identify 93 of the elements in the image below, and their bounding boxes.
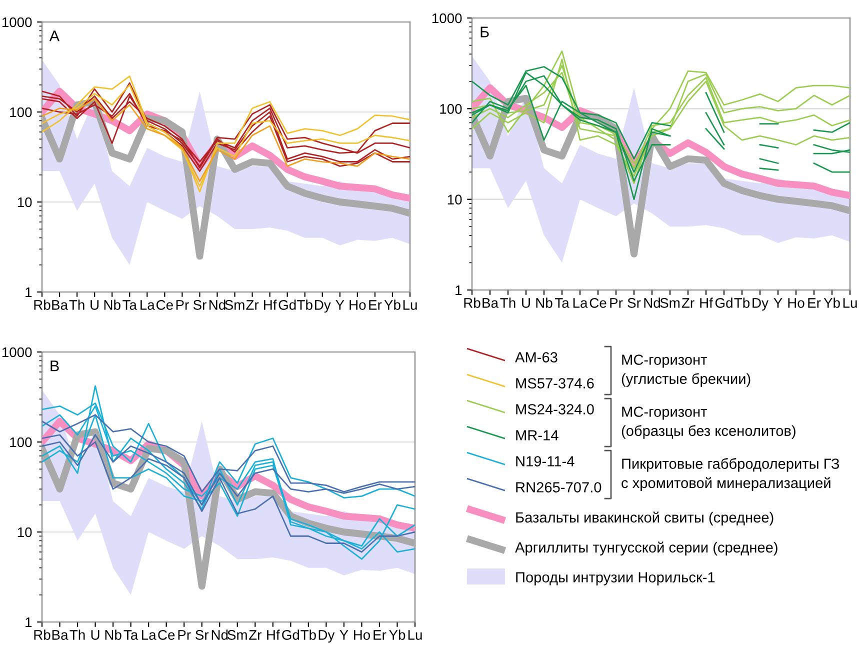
x-tick-label: Dy [318, 630, 335, 643]
text: МС-горизонт (углистые брекчии) [622, 354, 750, 387]
x-tick-label: Tb [734, 298, 750, 308]
x-tick-label: La [573, 298, 588, 308]
x-tick-label: Hf [700, 298, 713, 308]
y-tick-label: 100 [10, 107, 32, 118]
x-tick-label: Nd [212, 630, 228, 640]
x-tick-label: Dy [315, 300, 331, 313]
legend-label: Аргиллиты тунгусской серии (среднее) [515, 542, 778, 556]
legend-label: MR-14 [516, 430, 558, 440]
x-tick-label: Sm [660, 298, 680, 308]
x-tick-label: Nb [536, 298, 552, 308]
chart-title: В [50, 360, 59, 372]
y-tick-label: 1000 [2, 17, 32, 28]
x-tick-label: Y [336, 300, 344, 310]
x-tick-label: Ho [354, 630, 370, 640]
y-tick-label: 100 [10, 437, 32, 448]
x-tick-label: Er [374, 630, 386, 640]
legend-label: AM-63 [515, 352, 558, 362]
x-tick-label: Hf [264, 300, 277, 310]
x-tick-label: Sr [196, 630, 209, 640]
x-tick-label: Th [70, 630, 85, 640]
x-tick-label: Ta [122, 300, 137, 310]
x-tick-label: Pr [178, 630, 191, 640]
x-tick-label: Yb [389, 630, 406, 640]
x-tick-label: Pr [176, 300, 189, 310]
x-tick-label: Zr [682, 298, 694, 308]
y-tick-label: 1 [26, 287, 32, 298]
legend-label: Базальты ивакинской свиты (среднее) [516, 512, 774, 526]
x-tick-label: Th [69, 300, 84, 310]
x-tick-label: Gd [278, 300, 296, 310]
legend-label: Породы интрузии Норильск-1 [516, 572, 715, 586]
x-tick-label: U [90, 300, 99, 310]
x-tick-label: Gd [282, 630, 300, 640]
x-tick-label: Sr [193, 300, 206, 310]
x-tick-label: Ta [124, 630, 138, 640]
x-tick-label: Zr [246, 300, 259, 310]
x-tick-label: Rb [464, 298, 480, 308]
legend-label: MS57-374.6 [516, 378, 594, 388]
x-tick-label: Y [774, 298, 782, 308]
x-tick-label: Ta [554, 298, 570, 308]
y-tick-label: 10 [18, 197, 32, 208]
x-tick-label: Ba [482, 298, 498, 308]
legend-label: MS24-324.0 [516, 404, 594, 414]
text: Пикритовые габбродолериты ГЗ с хромитовой минерализацией [622, 458, 840, 492]
x-tick-label: Th [500, 298, 516, 308]
legend-label: N19-11-4 [516, 456, 574, 466]
x-tick-label: Nd [644, 298, 660, 308]
x-tick-label: Dy [752, 298, 768, 311]
x-tick-label: La [142, 630, 156, 640]
x-tick-label: Yb [384, 300, 400, 310]
x-tick-label: Y [340, 630, 348, 640]
x-tick-label: U [91, 630, 100, 640]
legend-label: RN265-707.0 [516, 482, 602, 492]
x-tick-label: Tb [297, 300, 312, 310]
x-tick-label: Ba [52, 300, 68, 310]
x-tick-label: Rb [34, 300, 50, 310]
x-tick-label: Lu [403, 300, 417, 310]
x-tick-label: Ba [52, 630, 68, 640]
x-tick-label: Hf [267, 630, 280, 640]
x-tick-label: Tb [300, 630, 316, 640]
chart-title: А [49, 30, 60, 42]
x-tick-label: Ce [158, 630, 175, 640]
x-tick-label: U [522, 298, 530, 308]
x-tick-label: Lu [408, 630, 422, 640]
x-tick-label: Ce [590, 298, 606, 308]
x-tick-label: Sm [224, 300, 244, 310]
y-tick-label: 1 [456, 285, 462, 296]
y-tick-label: 1 [26, 617, 32, 628]
x-tick-label: Nd [210, 300, 226, 310]
x-tick-label: Sr [628, 298, 641, 308]
x-tick-label: Nb [105, 630, 122, 640]
chart-title: Б [480, 26, 489, 38]
x-tick-label: Pr [610, 298, 623, 308]
x-tick-label: Ce [156, 300, 173, 310]
x-tick-label: Yb [824, 298, 840, 308]
x-tick-label: Rb [34, 630, 50, 640]
x-tick-label: Nb [104, 300, 120, 310]
x-tick-label: Er [369, 300, 382, 310]
y-tick-label: 10 [448, 194, 462, 205]
x-tick-label: Sm [228, 630, 247, 640]
y-tick-label: 10 [18, 527, 32, 538]
x-tick-label: Er [808, 298, 821, 308]
x-tick-label: La [140, 300, 155, 310]
y-tick-label: 1000 [2, 347, 32, 358]
x-tick-label: Zr [249, 630, 262, 640]
x-tick-label: Ho [350, 300, 366, 310]
x-tick-label: Ho [788, 298, 804, 308]
x-tick-label: Lu [843, 298, 857, 308]
y-tick-label: 100 [440, 104, 462, 114]
text: МС-горизонт (образцы без ксенолитов) [622, 406, 796, 439]
x-tick-label: Gd [715, 298, 732, 308]
y-tick-label: 1000 [432, 13, 462, 24]
